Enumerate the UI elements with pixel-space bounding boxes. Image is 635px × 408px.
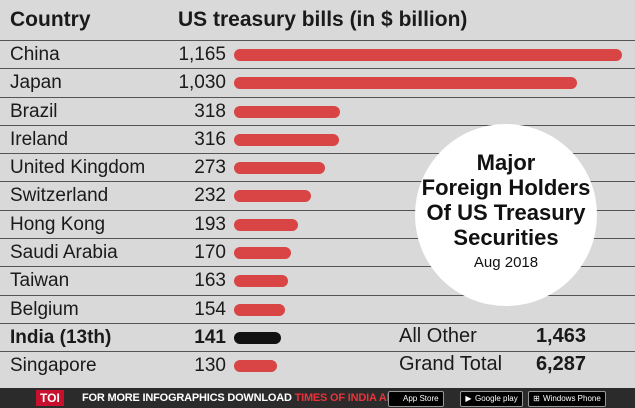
- country-label: Saudi Arabia: [10, 242, 118, 264]
- promo-text: FOR MORE INFOGRAPHICS DOWNLOAD: [82, 392, 295, 404]
- country-label: Taiwan: [10, 270, 70, 292]
- table-row: Brazil 318: [0, 96, 635, 125]
- country-label: Singapore: [10, 355, 97, 377]
- table-row: Taiwan 163: [0, 266, 635, 294]
- bar: [234, 218, 298, 231]
- column-header-value: US treasury bills (in $ billion): [178, 8, 468, 31]
- callout-line-4: Securities: [453, 225, 559, 250]
- column-header-country: Country: [10, 8, 91, 31]
- table-row: Hong Kong 193: [0, 209, 635, 238]
- value-label: 316: [194, 128, 226, 150]
- google-play-badge[interactable]: ▶ Google play: [460, 391, 523, 407]
- value-label: 141: [194, 326, 226, 348]
- grand-total-value: 6,287: [535, 353, 586, 375]
- value-label: 1,165: [178, 44, 226, 65]
- value-label: 130: [194, 355, 226, 377]
- footer-promo: FOR MORE INFOGRAPHICS DOWNLOAD TIMES OF …: [82, 388, 401, 408]
- country-label: India (13th): [10, 326, 112, 348]
- callout-line-2: Foreign Holders: [421, 175, 591, 200]
- bar: [234, 303, 285, 316]
- table-row: Ireland 316: [0, 124, 635, 153]
- chart-rows: China 1,165 Japan 1,030 Brazil 318 Ireland 316 U…: [0, 40, 635, 380]
- table-row: Saudi Arabia 170: [0, 238, 635, 266]
- all-other-label: All Other: [399, 325, 477, 347]
- value-label: 163: [194, 270, 226, 292]
- table-row: United Kingdom 273: [0, 153, 635, 181]
- app-store-badge[interactable]: App Store: [388, 391, 444, 407]
- google-play-label: Google play: [475, 394, 518, 403]
- value-label: 273: [194, 157, 226, 179]
- callout-date: Aug 2018: [473, 254, 539, 271]
- google-play-icon: ▶: [465, 394, 472, 403]
- table-row: India (13th) 141: [0, 322, 635, 351]
- value-label: 232: [194, 185, 226, 207]
- value-label: 154: [194, 298, 226, 320]
- promo-app-name: TIMES OF INDIA APP: [294, 392, 401, 404]
- windows-phone-badge[interactable]: ⊞ Windows Phone: [528, 391, 606, 407]
- callout-line-1: Major: [476, 150, 536, 175]
- bar: [234, 49, 622, 61]
- country-label: United Kingdom: [10, 157, 146, 179]
- value-label: 318: [194, 100, 226, 122]
- value-label: 170: [194, 242, 226, 264]
- table-row: Belgium 154: [0, 294, 635, 323]
- country-label: Switzerland: [10, 185, 109, 207]
- country-label: Ireland: [10, 128, 69, 150]
- table-row: China 1,165: [0, 40, 635, 68]
- callout-line-3: Of US Treasury: [426, 200, 586, 225]
- bar: [234, 247, 291, 260]
- bar: [234, 77, 577, 90]
- country-label: Hong Kong: [10, 213, 106, 235]
- table-row: Switzerland 232: [0, 181, 635, 209]
- value-label: 1,030: [178, 72, 226, 94]
- grand-total-label: Grand Total: [399, 353, 503, 375]
- bar: [234, 360, 277, 373]
- windows-icon: ⊞: [533, 394, 540, 403]
- country-label: China: [10, 44, 60, 65]
- bar: [234, 190, 311, 203]
- app-store-label: App Store: [403, 394, 439, 403]
- all-other-value: 1,463: [535, 325, 586, 347]
- table-row: Singapore 130: [0, 351, 635, 379]
- country-label: Belgium: [10, 298, 79, 320]
- bar: [234, 105, 340, 118]
- bar: [234, 133, 339, 146]
- table-row: Japan 1,030: [0, 68, 635, 96]
- country-label: Japan: [10, 72, 62, 94]
- windows-phone-label: Windows Phone: [543, 394, 601, 403]
- callout-circle: Major Foreign Holders Of US Treasury Sec…: [415, 124, 597, 306]
- bar: [234, 275, 288, 288]
- value-label: 193: [194, 213, 226, 235]
- toi-logo: TOI: [36, 390, 64, 406]
- country-label: Brazil: [10, 100, 58, 122]
- footer-bar: TOI FOR MORE INFOGRAPHICS DOWNLOAD TIMES…: [0, 388, 635, 408]
- bar: [234, 331, 281, 344]
- bar: [234, 162, 325, 175]
